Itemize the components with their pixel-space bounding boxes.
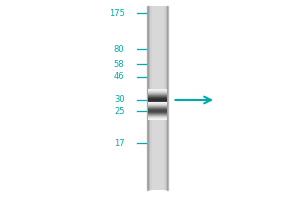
FancyBboxPatch shape — [147, 6, 168, 190]
Text: 46: 46 — [114, 72, 124, 81]
Text: 17: 17 — [114, 138, 124, 148]
Text: 25: 25 — [114, 106, 124, 116]
Text: 175: 175 — [109, 8, 124, 18]
Text: 58: 58 — [114, 60, 124, 69]
Text: 30: 30 — [114, 96, 124, 104]
Text: 80: 80 — [114, 45, 124, 53]
